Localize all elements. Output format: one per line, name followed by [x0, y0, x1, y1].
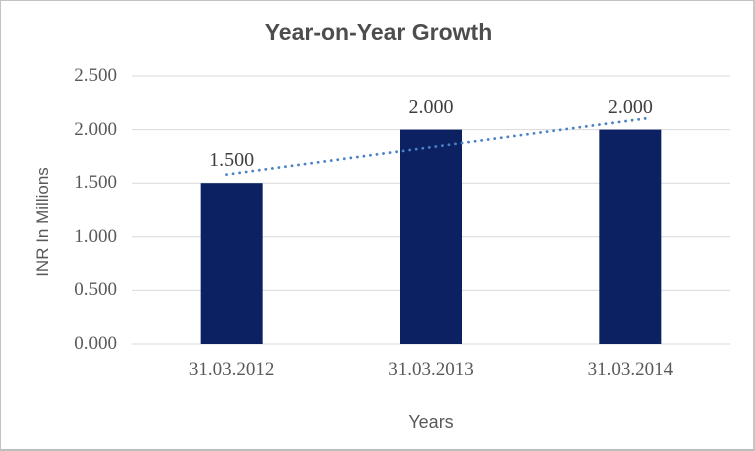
y-tick-label: 0.000: [74, 333, 117, 354]
y-tick-label: 2.000: [74, 118, 117, 140]
bar-data-label: 1.500: [209, 149, 255, 172]
trendline: [225, 116, 652, 177]
bar-data-label: 2.000: [607, 95, 653, 118]
chart-title: Year-on-Year Growth: [264, 19, 493, 45]
y-tick-label: 1.000: [74, 225, 117, 247]
y-tick-label: 0.500: [74, 279, 117, 301]
bar-data-label: 2.000: [408, 95, 454, 118]
x-axis-title: Years: [408, 412, 454, 432]
bar-31.03.2012: [200, 183, 263, 344]
y-tick-label: 1.500: [74, 172, 117, 194]
x-category-label: 31.03.2012: [188, 359, 275, 380]
bar-31.03.2013: [400, 129, 462, 344]
y-tick-label: 2.500: [74, 65, 117, 86]
bar-31.03.2014: [599, 129, 662, 344]
x-category-label: 31.03.2014: [587, 359, 674, 380]
x-category-label: 31.03.2013: [388, 359, 474, 380]
